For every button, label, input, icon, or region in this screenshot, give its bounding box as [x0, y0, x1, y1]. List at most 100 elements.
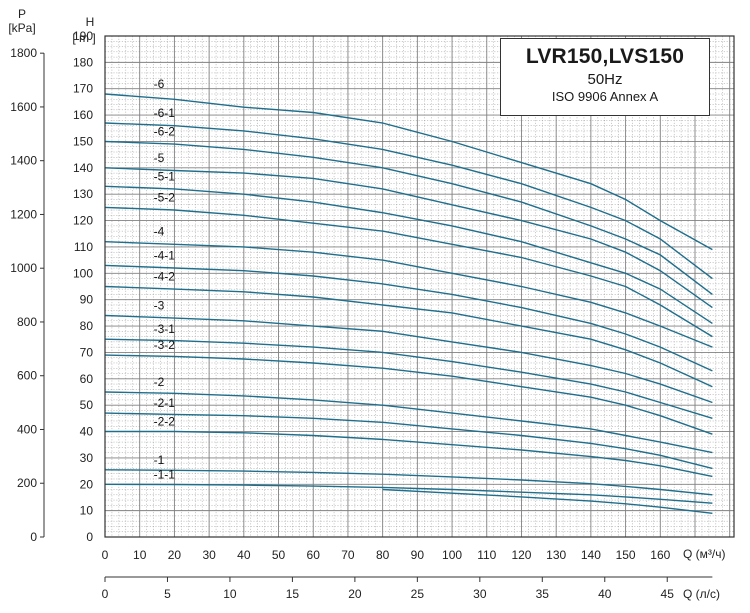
- h-tick-label: 150: [73, 134, 93, 148]
- x-m3h-tick-label: 30: [202, 548, 216, 562]
- curve-label: -5: [154, 151, 165, 165]
- pump-curve: [104, 185, 713, 324]
- p-tick-label: 400: [17, 422, 37, 436]
- major-grid: [104, 35, 734, 538]
- h-tick-label: 110: [74, 240, 93, 254]
- x-ls-tick-label: 30: [473, 587, 487, 601]
- x-m3h-tick-label: 60: [307, 548, 321, 562]
- x-m3h-tick-label: 80: [376, 548, 390, 562]
- x-ls-tick-label: 25: [411, 587, 425, 601]
- h-tick-label: 70: [80, 345, 94, 359]
- p-tick-label: 1600: [10, 100, 37, 114]
- pump-curve: [104, 122, 713, 280]
- chart-title-box: LVR150,LVS150 50Hz ISO 9906 Annex A: [500, 38, 710, 116]
- plot-frame: [104, 35, 735, 538]
- curve-label: -1-1: [154, 467, 176, 481]
- x-m3h-tick-label: 140: [581, 548, 601, 562]
- p-tick-label: 0: [30, 530, 37, 544]
- curve-label: -3-1: [154, 322, 176, 336]
- h-tick-label: 40: [80, 425, 94, 439]
- pump-curve: [104, 206, 713, 338]
- x-m3h-tick-label: 100: [442, 548, 462, 562]
- chart-standard: ISO 9906 Annex A: [551, 89, 659, 104]
- pump-curve: [104, 93, 713, 251]
- h-tick-label: 30: [80, 451, 94, 465]
- h-tick-label: 100: [73, 266, 93, 280]
- curve-label: -4-1: [154, 248, 176, 262]
- x-m3h-tick-label: 120: [511, 548, 531, 562]
- x-ls-tick-label: 35: [536, 587, 550, 601]
- p-axis-ticks: 1800 1600 1400 1200 1000 800 600 400 200 0: [10, 46, 45, 544]
- pump-curve: [104, 391, 713, 454]
- curve-label: -1: [154, 453, 165, 467]
- x-axis-m3h-ticks: 0 10 20 30 40 50 60 70 80 90 100 110 120 130 140 150 160: [102, 548, 671, 562]
- p-tick-label: 1000: [10, 261, 37, 275]
- curve-label: -6-1: [154, 106, 176, 120]
- h-tick-label: 20: [80, 477, 94, 491]
- curve-labels: -6 -6-1 -6-2 -5 -5-1 -5-2 -4 -4-1 -4-2 -3 -3-1 -3-2…: [154, 77, 176, 481]
- pump-curve: [104, 314, 713, 404]
- pump-curve: [104, 354, 713, 435]
- x-m3h-tick-label: 50: [272, 548, 286, 562]
- x-ls-tick-label: 5: [164, 587, 171, 601]
- curve-label: -4: [154, 225, 165, 239]
- h-tick-label: 140: [73, 161, 93, 175]
- pump-curve: [104, 338, 713, 419]
- x-m3h-tick-label: 160: [650, 548, 670, 562]
- pump-curve: [104, 483, 713, 504]
- p-tick-label: 200: [17, 476, 37, 490]
- curve-label: -6: [154, 77, 165, 91]
- x-ls-tick-label: 40: [598, 587, 612, 601]
- x-m3h-tick-label: 10: [133, 548, 147, 562]
- x-m3h-tick-label: 40: [237, 548, 251, 562]
- x-m3h-tick-label: 0: [102, 548, 109, 562]
- x-ls-tick-label: 0: [102, 587, 109, 601]
- x-m3h-tick-label: 110: [477, 548, 496, 562]
- h-tick-label: 170: [73, 82, 93, 96]
- curve-label: -2-2: [154, 415, 176, 429]
- curve-label: -2-1: [154, 396, 176, 410]
- chart-frequency: 50Hz: [587, 71, 623, 88]
- curve-label: -2: [154, 375, 165, 389]
- curve-label: -3: [154, 299, 165, 313]
- x-m3h-tick-label: 130: [546, 548, 566, 562]
- x-m3h-tick-label: 90: [411, 548, 425, 562]
- p-tick-label: 600: [17, 369, 37, 383]
- pump-curve: [382, 488, 713, 514]
- x-ls-tick-label: 20: [348, 587, 362, 601]
- pump-curve: [104, 167, 713, 309]
- h-tick-label: 90: [80, 293, 94, 307]
- curve-label: -5-1: [154, 169, 176, 183]
- h-axis-unit: [ m ]: [72, 31, 95, 45]
- p-tick-label: 1400: [10, 154, 37, 168]
- pump-curve: [105, 430, 713, 478]
- p-axis-unit: [kPa]: [8, 21, 35, 35]
- curve-label: -3-2: [154, 338, 176, 352]
- p-tick-label: 800: [17, 315, 37, 329]
- h-tick-label: 50: [80, 398, 94, 412]
- x-ls-tick-label: 10: [223, 587, 237, 601]
- p-tick-label: 1200: [10, 207, 37, 221]
- x-axis-ls-ticks: 0 5 10 15 20 25 30 35 40 45: [102, 576, 713, 601]
- p-axis-title: P: [18, 7, 26, 21]
- h-tick-label: 60: [80, 372, 94, 386]
- pump-curve: [104, 264, 713, 372]
- h-tick-label: 160: [73, 108, 93, 122]
- h-tick-label: 80: [80, 319, 94, 333]
- x-axis-ls-unit: Q (л/с): [683, 587, 720, 601]
- x-ls-tick-label: 15: [286, 587, 300, 601]
- performance-curves: [104, 93, 713, 514]
- x-ls-tick-label: 45: [661, 587, 675, 601]
- h-tick-label: 130: [73, 187, 93, 201]
- curve-label: -4-2: [154, 270, 176, 284]
- curve-label: -6-2: [154, 124, 176, 138]
- pump-curve: [104, 241, 713, 348]
- pump-curve: [104, 285, 713, 388]
- h-tick-label: 190: [73, 29, 93, 43]
- h-axis-ticks: 1901801701601501401301201101009080706050…: [73, 29, 93, 544]
- x-axis-m3h-unit: Q (м³/ч): [683, 547, 726, 561]
- p-tick-label: 1800: [10, 46, 37, 60]
- pump-curve: [104, 469, 713, 496]
- curve-label: -5-2: [154, 190, 176, 204]
